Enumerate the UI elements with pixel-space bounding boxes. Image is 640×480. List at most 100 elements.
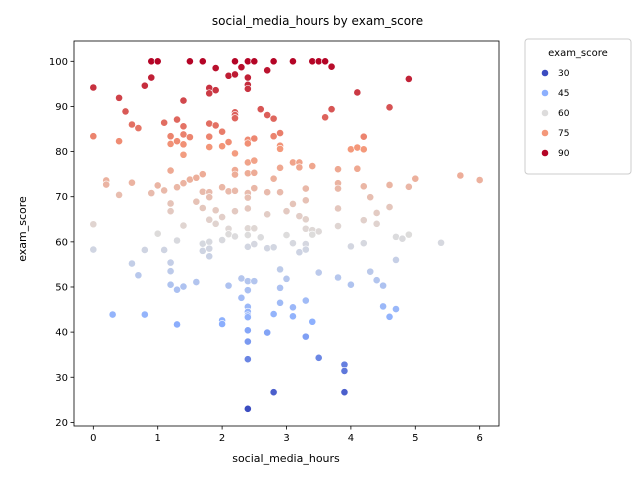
- data-point: [128, 259, 136, 268]
- data-point: [218, 320, 227, 328]
- data-point: [211, 64, 220, 72]
- data-point: [308, 317, 317, 326]
- data-point: [359, 132, 368, 141]
- data-point: [243, 57, 252, 66]
- data-point: [301, 296, 310, 305]
- data-point: [205, 132, 214, 141]
- data-point: [353, 164, 362, 173]
- data-point: [404, 75, 413, 83]
- data-point: [346, 145, 355, 154]
- data-point: [224, 138, 233, 147]
- data-point: [243, 242, 252, 251]
- data-point: [243, 84, 252, 93]
- data-point: [173, 285, 181, 294]
- data-point: [102, 180, 111, 189]
- data-point: [243, 231, 252, 239]
- x-axis-label: social_media_hours: [232, 452, 340, 465]
- data-point: [186, 175, 194, 184]
- data-point: [205, 193, 214, 202]
- data-point: [282, 207, 291, 216]
- data-point: [179, 140, 188, 149]
- data-point: [224, 71, 233, 80]
- data-point: [160, 118, 169, 127]
- data-point: [359, 239, 368, 248]
- data-point: [121, 107, 130, 116]
- data-point: [147, 57, 156, 66]
- data-point: [166, 267, 175, 276]
- data-point: [205, 252, 214, 261]
- data-point: [243, 193, 252, 202]
- y-tick-label: 60: [55, 237, 68, 248]
- legend-label: 60: [558, 109, 570, 119]
- data-point: [301, 224, 310, 233]
- data-point: [243, 204, 252, 213]
- data-point: [314, 268, 323, 277]
- data-point: [301, 184, 310, 193]
- data-point: [372, 219, 381, 228]
- data-point: [211, 121, 220, 130]
- data-point: [269, 174, 278, 183]
- data-point: [166, 199, 175, 208]
- data-point: [392, 232, 400, 241]
- data-point: [321, 113, 330, 122]
- data-point: [372, 209, 381, 217]
- data-point: [269, 243, 278, 252]
- data-point: [166, 258, 175, 267]
- data-point: [327, 105, 336, 114]
- data-point: [243, 277, 252, 286]
- data-point: [269, 310, 278, 318]
- data-point: [198, 246, 207, 255]
- data-point: [276, 163, 284, 172]
- data-point: [140, 246, 149, 254]
- data-point: [263, 188, 272, 197]
- data-point: [218, 236, 227, 244]
- data-point: [198, 239, 207, 248]
- data-point: [166, 140, 175, 148]
- data-point: [243, 286, 252, 295]
- data-point: [353, 143, 362, 152]
- data-point: [282, 274, 291, 283]
- data-point: [166, 280, 175, 289]
- data-point: [231, 170, 239, 179]
- data-point: [179, 179, 188, 188]
- data-point: [308, 162, 317, 170]
- data-point: [198, 57, 207, 66]
- y-tick-label: 100: [49, 57, 68, 68]
- data-point: [108, 310, 117, 319]
- data-point: [289, 158, 297, 167]
- legend-title: exam_score: [548, 48, 608, 59]
- data-point: [160, 246, 169, 254]
- y-tick-label: 70: [55, 192, 68, 203]
- data-point: [340, 388, 349, 397]
- data-point: [263, 328, 272, 337]
- data-point: [276, 283, 284, 292]
- data-point: [166, 207, 175, 216]
- data-point: [166, 166, 175, 175]
- data-point: [314, 57, 323, 66]
- data-point: [295, 163, 304, 172]
- data-point: [398, 234, 407, 243]
- data-point: [115, 93, 123, 102]
- data-point: [404, 230, 413, 239]
- data-point: [346, 242, 355, 251]
- data-point: [385, 312, 394, 321]
- legend-frame: [524, 38, 632, 175]
- data-point: [179, 122, 188, 131]
- data-point: [385, 181, 394, 189]
- data-point: [256, 105, 265, 114]
- data-point: [295, 248, 304, 257]
- data-point: [250, 156, 259, 165]
- data-point: [314, 353, 323, 362]
- data-point: [269, 57, 278, 66]
- data-point: [115, 191, 123, 199]
- data-point: [147, 73, 156, 82]
- data-point: [198, 187, 207, 196]
- legend-label: 90: [558, 149, 570, 159]
- legend-label: 45: [558, 89, 569, 99]
- chart-title: social_media_hours by exam_score: [212, 14, 423, 28]
- data-point: [308, 230, 317, 239]
- data-point: [289, 200, 297, 208]
- data-point: [385, 203, 394, 211]
- data-point: [475, 176, 484, 184]
